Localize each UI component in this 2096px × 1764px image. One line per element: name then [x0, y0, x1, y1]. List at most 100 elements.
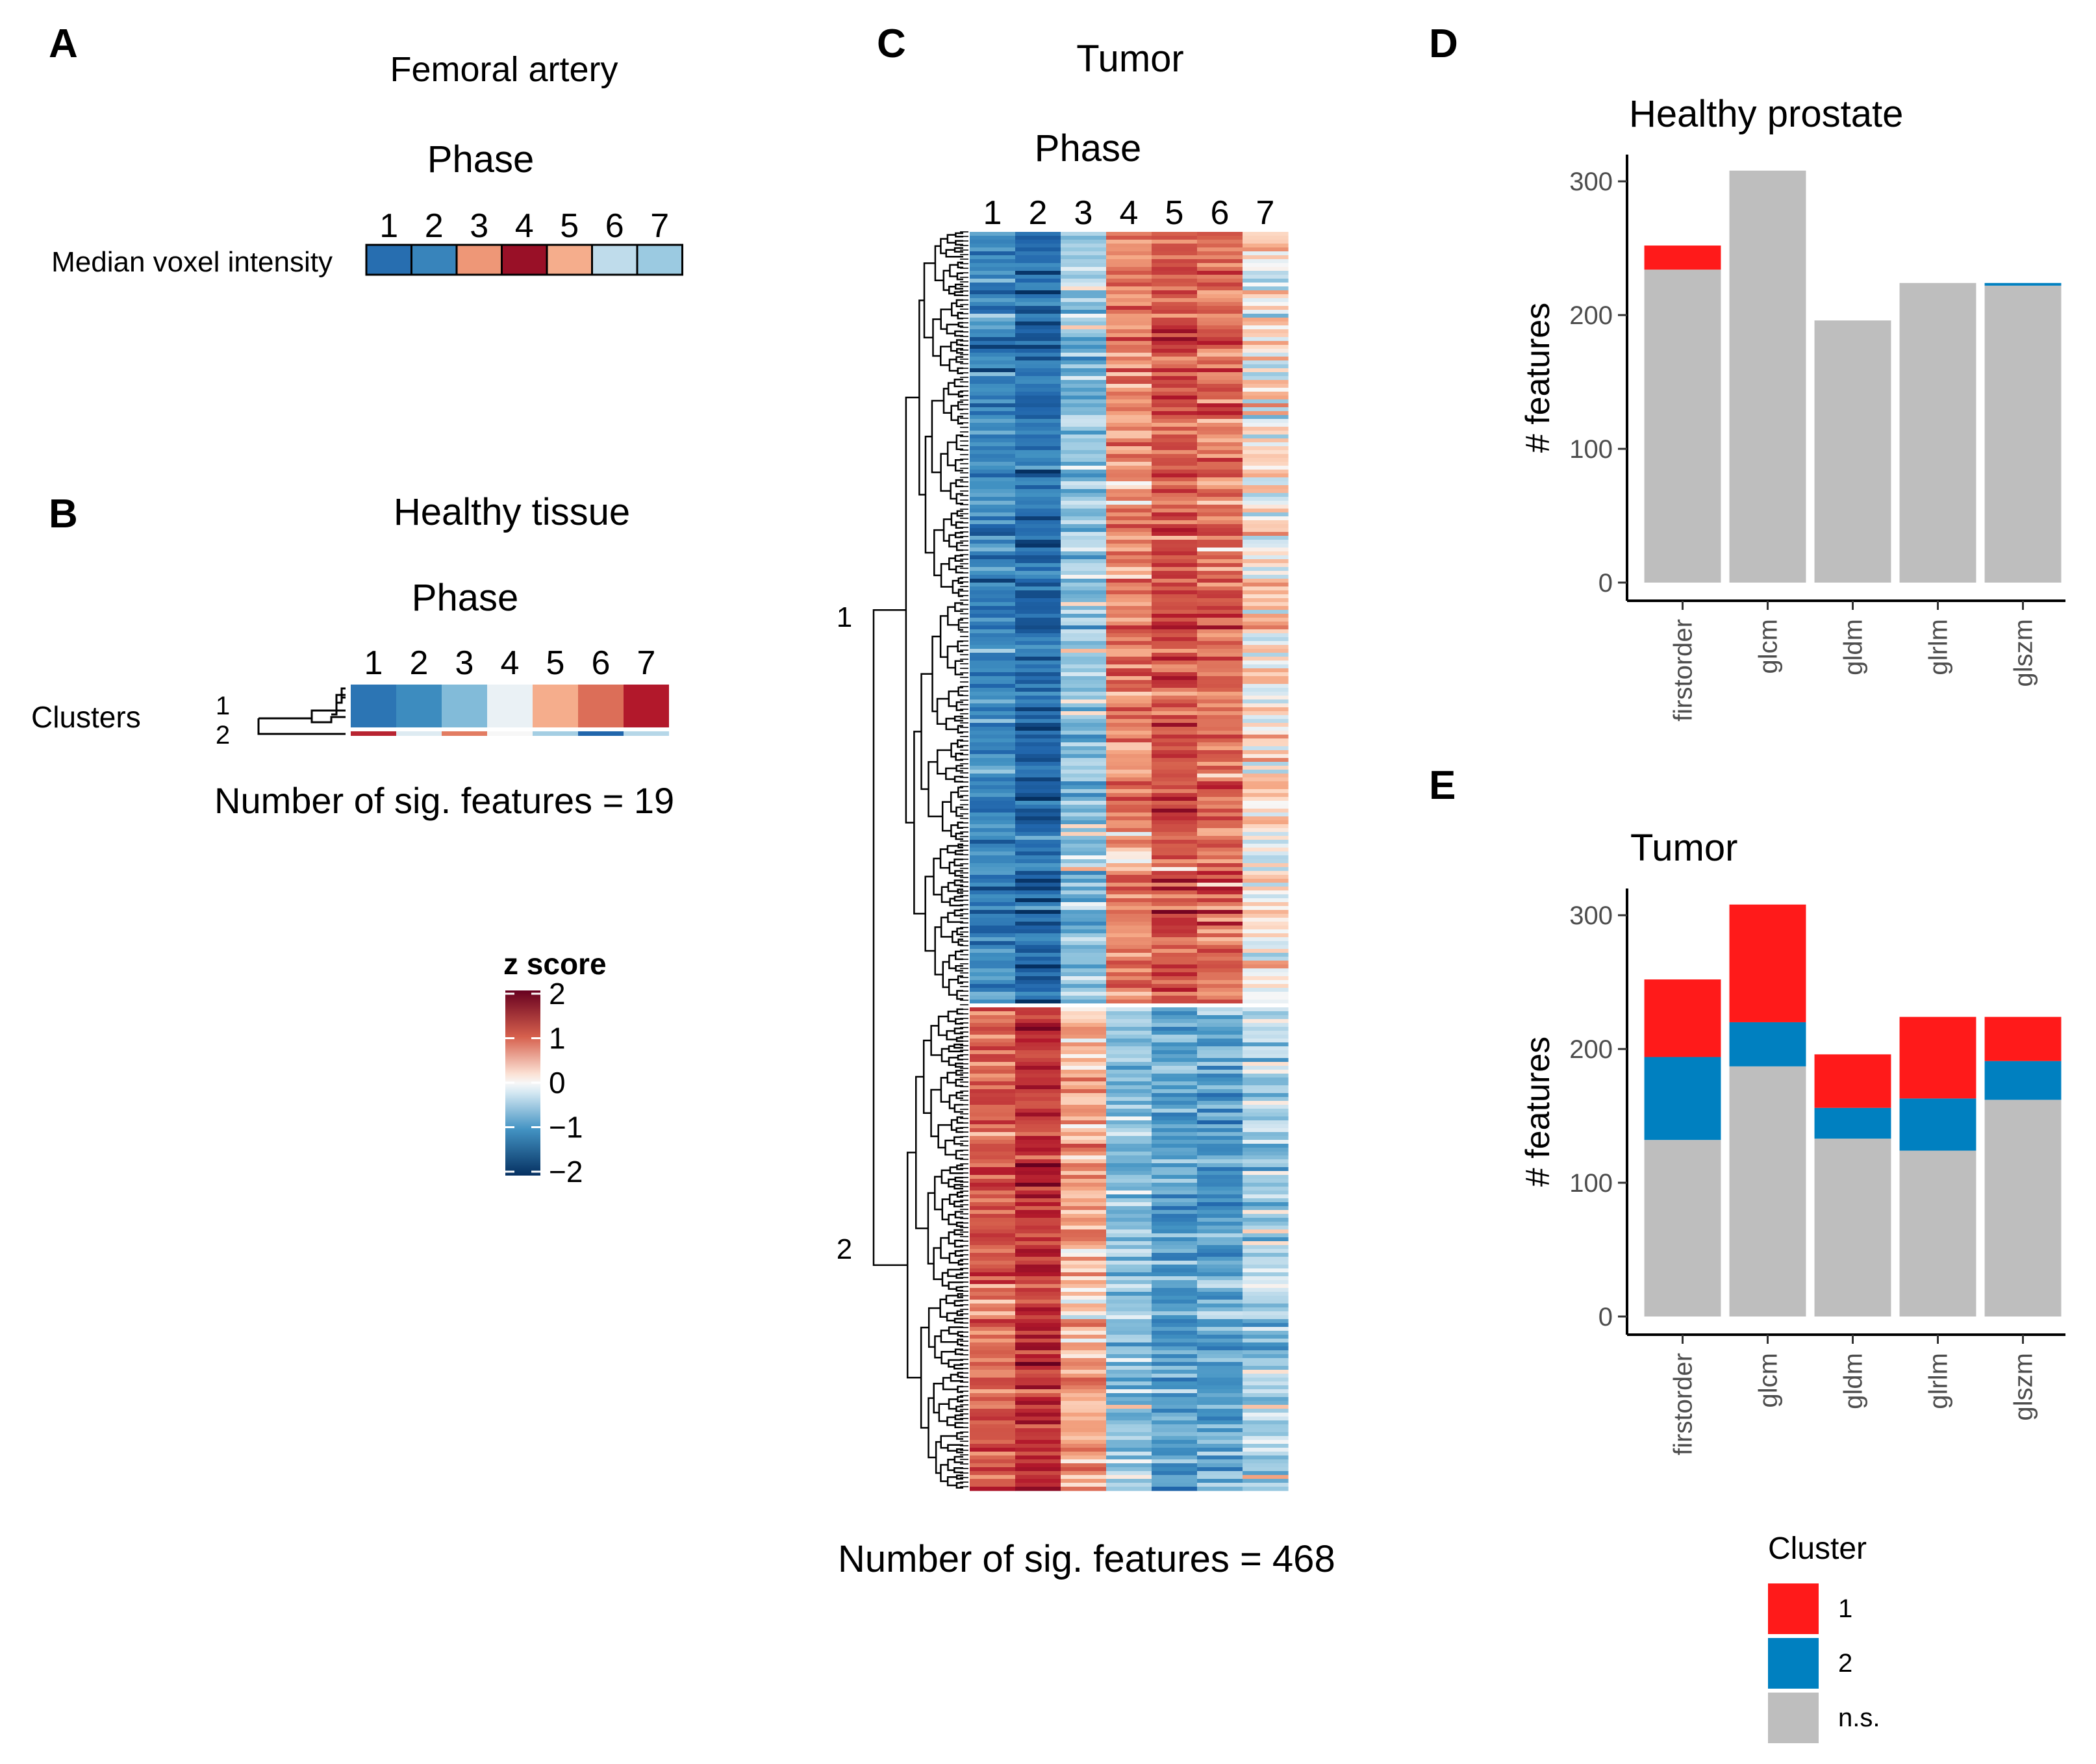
panel-c-cluster2-row-cell	[1243, 1148, 1289, 1152]
panel-c-dendrogram-branch	[954, 1211, 963, 1218]
panel-c-cluster2-row-cell	[1197, 1113, 1243, 1117]
panel-c-cluster1-row-cell	[1197, 863, 1243, 868]
panel-c-cluster1-row-cell	[1106, 610, 1152, 614]
panel-c-cluster2-row-cell	[1015, 1226, 1061, 1230]
panel-c-cluster1-row-cell	[1197, 746, 1243, 751]
bar-cluster2	[1899, 1098, 1976, 1151]
y-tick-label: 0	[1598, 1303, 1613, 1331]
panel-c-cluster2-row-cell	[1197, 1023, 1243, 1027]
panel-c-cluster1-row-cell	[1015, 844, 1061, 848]
panel-c-cluster2-row-cell	[970, 1393, 1016, 1398]
panel-c-cluster1-row-cell	[1106, 836, 1152, 840]
panel-c-cluster1-row-cell	[1061, 602, 1107, 607]
panel-c-cluster2-row-cell	[1015, 1249, 1061, 1254]
panel-c-cluster1-row-cell	[1243, 325, 1289, 330]
panel-c-dendrogram-branch	[957, 787, 963, 798]
panel-c-cluster1-row-cell	[1152, 715, 1198, 720]
panel-c-cluster2-row-cell	[1061, 1245, 1107, 1250]
panel-c-cluster2-row-cell	[1197, 1194, 1243, 1199]
panel-c-cluster2-row-cell	[1197, 1198, 1243, 1203]
panel-c-cluster1-row-cell	[1197, 321, 1243, 326]
panel-c-cluster2-row-cell	[1152, 1136, 1198, 1140]
panel-c-cluster2-row-cell	[1243, 1401, 1289, 1405]
panel-c-cluster1-row-cell	[1015, 668, 1061, 673]
panel-c-dendrogram-branch	[936, 749, 952, 775]
panel-c-cluster1-row-cell	[970, 750, 1016, 755]
panel-c-cluster1-row-cell	[1061, 411, 1107, 416]
panel-c-cluster1-row-cell	[1243, 637, 1289, 642]
panel-c-cluster1-row-cell	[970, 622, 1016, 626]
panel-c-cluster1-row-cell	[1106, 988, 1152, 992]
panel-c-cluster1-row-cell	[1061, 520, 1107, 525]
panel-c-cluster2-row-cell	[1243, 1039, 1289, 1043]
panel-c-cluster1-row-cell	[1106, 372, 1152, 377]
bar-ns	[1984, 1100, 2062, 1317]
panel-c-cluster2-row-cell	[1015, 1385, 1061, 1390]
panel-c-cluster2-row-cell	[1243, 1448, 1289, 1452]
panel-c-cluster1-row-cell	[1061, 583, 1107, 587]
panel-c-cluster2-row-cell	[1015, 1191, 1061, 1195]
panel-c-cluster1-row-cell	[1061, 645, 1107, 649]
panel-c-cluster2-row-cell	[970, 1420, 1016, 1425]
panel-c-cluster1-row-cell	[1015, 294, 1061, 299]
panel-c-cluster2-row-cell	[1061, 1132, 1107, 1137]
panel-c-cluster2-row-cell	[1106, 1159, 1152, 1164]
panel-c-cluster1-row-cell	[1243, 306, 1289, 310]
panel-c-cluster1-row-cell	[1015, 512, 1061, 517]
panel-c-cluster2-row-cell	[1015, 1432, 1061, 1437]
panel-c-cluster1-row-cell	[1015, 306, 1061, 310]
panel-c-cluster1-row-cell	[1061, 259, 1107, 264]
panel-c-cluster1-row-cell	[1152, 586, 1198, 591]
panel-c-cluster2-row-cell	[1152, 1011, 1198, 1016]
panel-c-cluster1-row-cell	[1152, 598, 1198, 603]
panel-c-cluster1-row-cell	[1015, 388, 1061, 392]
panel-c-cluster1-row-cell	[1106, 703, 1152, 708]
panel-c-cluster2-row-cell	[1106, 1202, 1152, 1207]
panel-c-cluster2-row-cell	[1106, 1362, 1152, 1367]
panel-c-cluster1-row-cell	[1197, 294, 1243, 299]
panel-c-cluster1-row-cell	[1106, 781, 1152, 786]
panel-c-cluster1-row-cell	[1243, 813, 1289, 817]
panel-c-cluster2-row-cell	[1106, 1152, 1152, 1156]
panel-c-cluster2-row-cell	[1243, 1019, 1289, 1024]
panel-c-dendrogram-branch	[940, 562, 953, 588]
panel-c-cluster1-row-cell	[1152, 933, 1198, 938]
panel-c-cluster2-row-cell	[1197, 1175, 1243, 1179]
panel-c-cluster1-row-cell	[1197, 446, 1243, 451]
panel-c-cluster2-row-cell	[1106, 1109, 1152, 1113]
panel-c-cluster1-row-cell	[1061, 731, 1107, 735]
panel-c-cluster1-row-cell	[1106, 411, 1152, 416]
panel-c-cluster1-row-cell	[1152, 774, 1198, 778]
panel-c-cluster2-row-cell	[1061, 1444, 1107, 1448]
panel-c-cluster1-row-cell	[1197, 840, 1243, 844]
panel-c-dendrogram-branch	[955, 1474, 963, 1480]
panel-c-cluster2-row-cell	[1106, 1319, 1152, 1324]
panel-c-cluster1-row-cell	[970, 785, 1016, 790]
panel-c-cluster1-row-cell	[1061, 859, 1107, 864]
panel-c-cluster2-row-cell	[1243, 1206, 1289, 1211]
panel-c-cluster2-row-cell	[1106, 1471, 1152, 1476]
panel-c-cluster2-row-cell	[1061, 1031, 1107, 1035]
panel-c-cluster2-row-cell	[1243, 1226, 1289, 1230]
panel-c-cluster2-row-cell	[1152, 1272, 1198, 1277]
panel-c-dendrogram-branch	[955, 565, 963, 573]
panel-c-cluster2-row-cell	[970, 1152, 1016, 1156]
panel-c-cluster1-row-cell	[1106, 247, 1152, 252]
panel-c-cluster1-row-cell	[1243, 914, 1289, 918]
panel-c-cluster1-row-cell	[1015, 688, 1061, 692]
panel-c-cluster2-row-cell	[1015, 1479, 1061, 1483]
panel-c-cluster2-row-cell	[1152, 1463, 1198, 1468]
panel-c-cluster1-row-cell	[1243, 941, 1289, 946]
panel-c-cluster1-row-cell	[1243, 579, 1289, 583]
panel-c-dendrogram-branch	[947, 1444, 963, 1452]
panel-c-cluster1-row-cell	[970, 462, 1016, 466]
panel-c-cluster1-row-cell	[1106, 797, 1152, 801]
panel-c-cluster1-row-cell	[1197, 964, 1243, 969]
panel-c-cluster2-row-cell	[1152, 1366, 1198, 1370]
panel-c-cluster1-row-cell	[1015, 411, 1061, 416]
panel-c-cluster1-row-cell	[970, 754, 1016, 759]
panel-c-cluster1-row-cell	[1106, 360, 1152, 365]
panel-c-cluster2-row-cell	[1152, 1323, 1198, 1328]
panel-c-cluster2-row-cell	[1152, 1120, 1198, 1125]
panel-c-cluster-label-1: 1	[837, 601, 852, 633]
